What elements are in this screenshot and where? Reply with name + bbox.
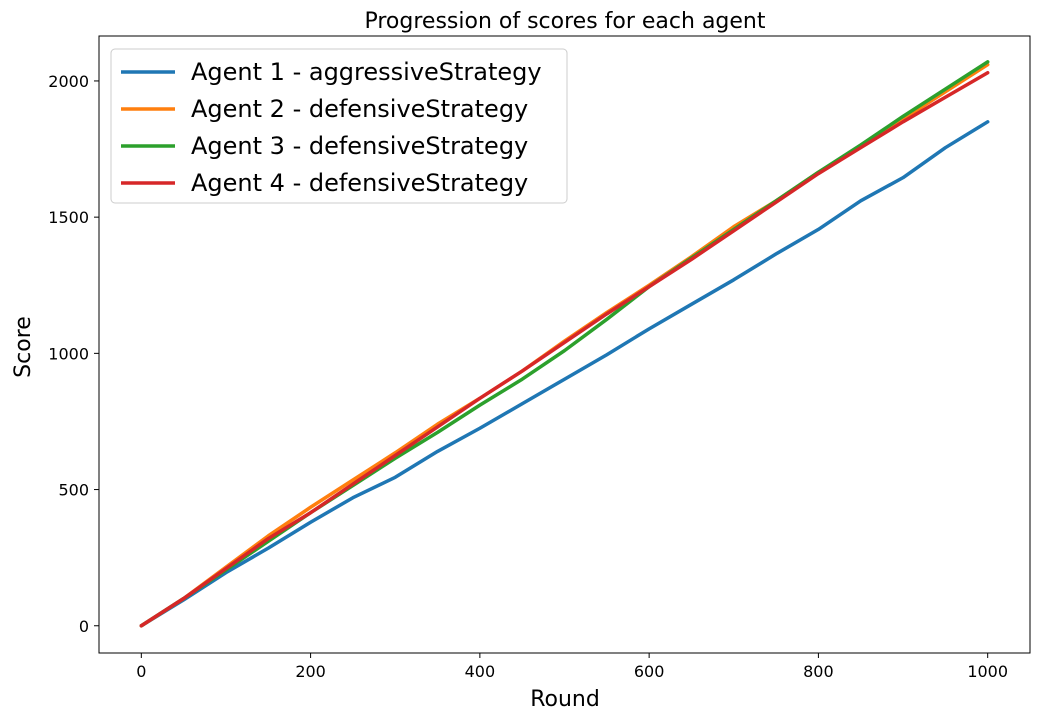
legend-label: Agent 1 - aggressiveStrategy bbox=[191, 58, 542, 86]
y-axis-label: Score bbox=[11, 316, 36, 378]
x-axis-label: Round bbox=[530, 687, 600, 712]
y-tick-label: 0 bbox=[79, 617, 89, 636]
series-line-agent-1 bbox=[139, 120, 990, 628]
legend-label: Agent 4 - defensiveStrategy bbox=[191, 169, 528, 197]
series-line-agent-4 bbox=[139, 71, 990, 628]
legend-box bbox=[110, 48, 568, 204]
y-tick-label: 500 bbox=[58, 481, 89, 500]
x-tick-label: 200 bbox=[295, 662, 326, 681]
x-tick-label: 600 bbox=[634, 662, 665, 681]
x-tick-label: 400 bbox=[465, 662, 496, 681]
y-tick-label: 1500 bbox=[48, 208, 89, 227]
x-tick-label: 1000 bbox=[967, 662, 1008, 681]
x-tick-label: 800 bbox=[803, 662, 834, 681]
legend-label: Agent 2 - defensiveStrategy bbox=[191, 95, 528, 123]
legend-label: Agent 3 - defensiveStrategy bbox=[191, 132, 528, 160]
legend-items: Agent 1 - aggressiveStrategy Agent 2 - de… bbox=[121, 58, 542, 197]
y-axis: 0 500 1000 1500 2000 bbox=[48, 72, 99, 636]
chart-title: Progression of scores for each agent bbox=[364, 9, 765, 34]
x-axis: 0 200 400 600 800 1000 bbox=[136, 653, 1008, 681]
y-tick-label: 1000 bbox=[48, 344, 89, 363]
plot-frame bbox=[98, 35, 1031, 654]
x-tick-label: 0 bbox=[136, 662, 146, 681]
series-layer bbox=[139, 60, 990, 628]
legend: Agent 1 - aggressiveStrategy Agent 2 - de… bbox=[110, 48, 568, 204]
y-tick-label: 2000 bbox=[48, 72, 89, 91]
